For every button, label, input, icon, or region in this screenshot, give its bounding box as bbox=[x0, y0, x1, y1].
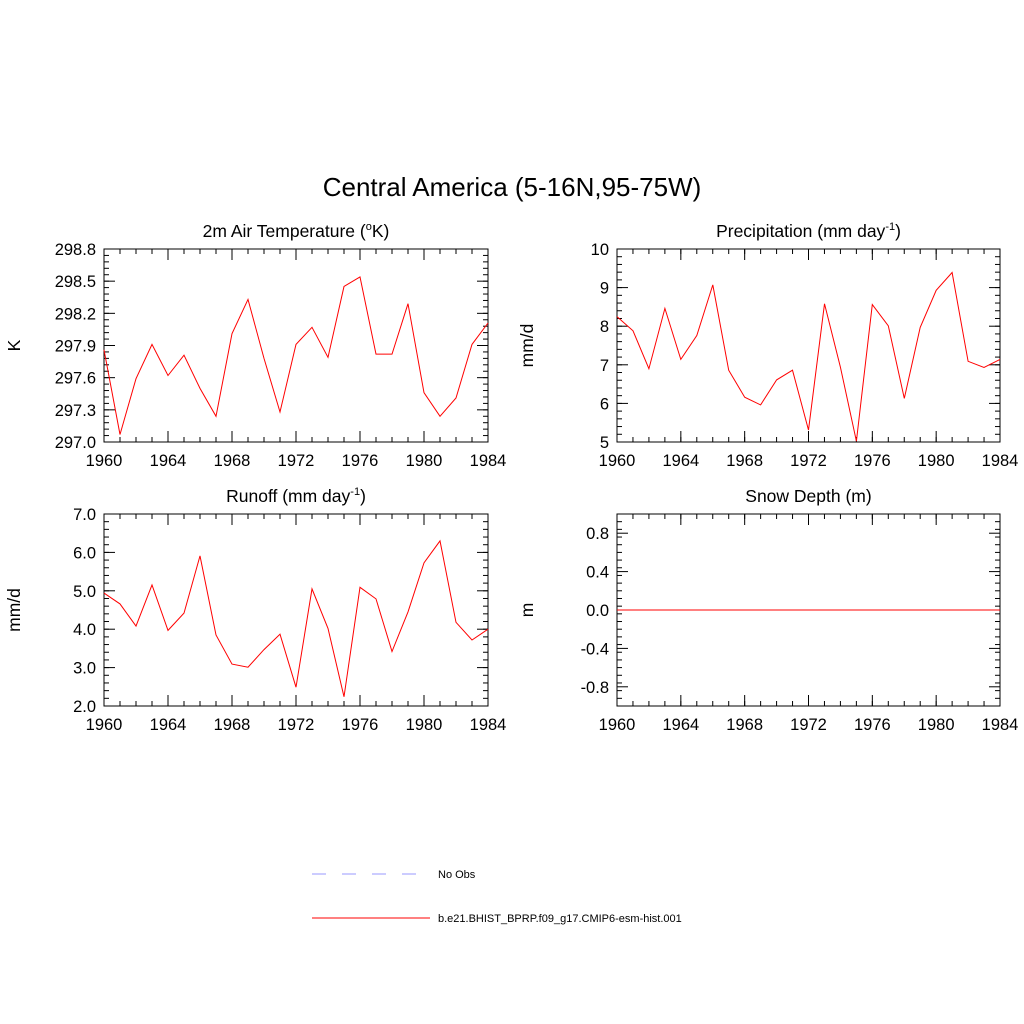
y-tick-label: 3.0 bbox=[73, 660, 96, 678]
y-tick-label: 2.0 bbox=[73, 698, 96, 716]
x-tick-label: 1976 bbox=[342, 716, 379, 734]
y-tick-label: 0.4 bbox=[586, 564, 609, 582]
panel-title-main: Snow Depth (m) bbox=[745, 486, 871, 506]
y-tick-label: 5.0 bbox=[73, 583, 96, 601]
x-tick-label: 1968 bbox=[214, 716, 251, 734]
y-tick-label: 0.0 bbox=[586, 602, 609, 620]
y-tick-label: 297.0 bbox=[55, 434, 96, 452]
panel-title-main: 2m Air Temperature ( bbox=[203, 221, 366, 241]
panels: 2m Air Temperature (oK) K 1960 1964 1968 1972… bbox=[4, 221, 1018, 734]
x-tick-label: 1960 bbox=[599, 716, 636, 734]
y-axis-label: m bbox=[517, 603, 537, 618]
x-tick-label: 1984 bbox=[470, 716, 507, 734]
x-tick-label: 1964 bbox=[150, 716, 187, 734]
y-tick-label: 4.0 bbox=[73, 621, 96, 639]
y-axis-label: K bbox=[4, 339, 24, 351]
x-tick-label: 1976 bbox=[854, 452, 891, 470]
series-line bbox=[616, 271, 1001, 442]
y-tick-label: 298.8 bbox=[55, 241, 96, 259]
x-tick-label: 1968 bbox=[214, 452, 251, 470]
x-tick-label: 1968 bbox=[726, 716, 763, 734]
y-tick-label: 298.5 bbox=[55, 273, 96, 291]
legend: No Obs b.e21.BHIST_BPRP.f09_g17.CMIP6-es… bbox=[312, 869, 682, 925]
legend-model-label: b.e21.BHIST_BPRP.f09_g17.CMIP6-esm-hist.… bbox=[438, 913, 682, 925]
x-tick-label: 1976 bbox=[342, 452, 379, 470]
panel-title-superscript: o bbox=[366, 221, 372, 233]
panel-title-main: Precipitation (mm day bbox=[716, 221, 885, 241]
series-line bbox=[103, 276, 489, 435]
panel-title: 2m Air Temperature (oK) bbox=[203, 221, 390, 241]
panel-title: Snow Depth (m) bbox=[745, 486, 871, 506]
x-tick-label: 1960 bbox=[599, 452, 636, 470]
x-tick-label: 1964 bbox=[662, 452, 699, 470]
panel-title-main: Runoff (mm day bbox=[226, 486, 350, 506]
x-tick-label: 1976 bbox=[854, 716, 891, 734]
y-tick-label: 297.9 bbox=[55, 338, 96, 356]
y-tick-label: 298.2 bbox=[55, 305, 96, 323]
x-tick-label: 1984 bbox=[470, 452, 507, 470]
panel-title-superscript: -1 bbox=[350, 486, 360, 498]
x-tick-label: 1960 bbox=[86, 716, 123, 734]
y-tick-label: 297.3 bbox=[55, 402, 96, 420]
panel-title-end: ) bbox=[360, 486, 366, 506]
y-tick-label: 8 bbox=[600, 318, 609, 336]
figure-title: Central America (5-16N,95-75W) bbox=[323, 172, 702, 202]
series-line bbox=[103, 539, 489, 697]
y-tick-label: -0.4 bbox=[581, 640, 609, 658]
panel-3: Runoff (mm day-1) mm/d 1960 1964 1968 1972 197… bbox=[4, 486, 506, 734]
plot-frame bbox=[103, 513, 489, 707]
x-tick-label: 1980 bbox=[406, 452, 443, 470]
x-tick-label: 1964 bbox=[150, 452, 187, 470]
panel-title-end: ) bbox=[895, 221, 901, 241]
y-tick-label: 6.0 bbox=[73, 544, 96, 562]
y-tick-label: -0.8 bbox=[581, 679, 609, 697]
x-tick-label: 1980 bbox=[918, 716, 955, 734]
y-axis-label: mm/d bbox=[4, 588, 24, 632]
y-tick-label: 9 bbox=[600, 280, 609, 298]
y-tick-label: 0.8 bbox=[586, 525, 609, 543]
panel-1: 2m Air Temperature (oK) K 1960 1964 1968 1972… bbox=[4, 221, 506, 470]
x-tick-label: 1964 bbox=[662, 716, 699, 734]
x-tick-label: 1972 bbox=[790, 716, 827, 734]
y-axis-label: mm/d bbox=[517, 324, 537, 368]
panel-title: Precipitation (mm day-1) bbox=[716, 221, 901, 241]
x-tick-label: 1984 bbox=[982, 716, 1019, 734]
panel-2: Precipitation (mm day-1) mm/d 1960 1964 1968… bbox=[517, 221, 1018, 470]
x-tick-label: 1980 bbox=[406, 716, 443, 734]
panel-title: Runoff (mm day-1) bbox=[226, 486, 366, 506]
x-tick-label: 1972 bbox=[278, 452, 315, 470]
x-tick-label: 1968 bbox=[726, 452, 763, 470]
panel-title-end: K) bbox=[372, 221, 390, 241]
legend-obs-label: No Obs bbox=[438, 869, 476, 881]
y-tick-label: 7.0 bbox=[73, 506, 96, 524]
panel-title-superscript: -1 bbox=[885, 221, 895, 233]
y-tick-label: 297.6 bbox=[55, 370, 96, 388]
y-tick-label: 7 bbox=[600, 357, 609, 375]
x-tick-label: 1980 bbox=[918, 452, 955, 470]
x-tick-label: 1984 bbox=[982, 452, 1019, 470]
y-tick-label: 10 bbox=[591, 241, 609, 259]
panel-4: Snow Depth (m) m 1960 1964 1968 1972 1976 1980 1… bbox=[517, 486, 1018, 734]
y-tick-label: 6 bbox=[600, 395, 609, 413]
plot-frame bbox=[616, 248, 1001, 443]
x-tick-label: 1972 bbox=[278, 716, 315, 734]
y-tick-label: 5 bbox=[600, 434, 609, 452]
x-tick-label: 1972 bbox=[790, 452, 827, 470]
x-tick-label: 1960 bbox=[86, 452, 123, 470]
